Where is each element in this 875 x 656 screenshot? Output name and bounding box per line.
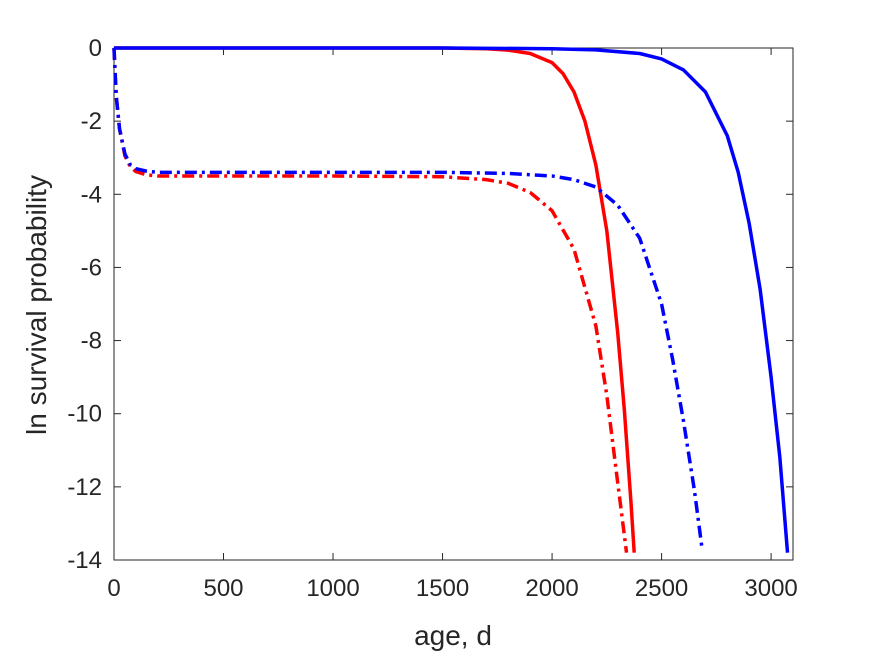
y-tick-label: 0 xyxy=(89,35,102,62)
y-axis-label: ln survival probability xyxy=(21,175,52,435)
x-tick-labels: 0 500 1000 1500 2000 2500 3000 xyxy=(107,575,797,602)
series-layer xyxy=(112,46,790,553)
x-tick-label: 3000 xyxy=(744,575,797,602)
y-tick-label: -8 xyxy=(81,328,102,355)
y-tick-label: -6 xyxy=(81,254,102,281)
plot-area xyxy=(113,47,794,561)
y-tick-label: -14 xyxy=(67,547,102,574)
x-axis-label: age, d xyxy=(414,620,492,651)
y-tick-label: -12 xyxy=(67,474,102,501)
y-tick-label: -2 xyxy=(81,108,102,135)
series-line-4 xyxy=(112,47,704,550)
y-tick-labels: 0 -2 -4 -6 -8 -10 -12 -14 xyxy=(67,35,102,574)
x-tick-label: 500 xyxy=(203,575,243,602)
x-tick-label: 1000 xyxy=(306,575,359,602)
x-tick-label: 2500 xyxy=(635,575,688,602)
y-tick-label: -10 xyxy=(67,401,102,428)
y-tick-label: -4 xyxy=(81,181,102,208)
x-tick-label: 1500 xyxy=(416,575,469,602)
x-tick-label: 2000 xyxy=(525,575,578,602)
series-line-2 xyxy=(114,46,790,553)
x-tick-label: 0 xyxy=(107,575,120,602)
